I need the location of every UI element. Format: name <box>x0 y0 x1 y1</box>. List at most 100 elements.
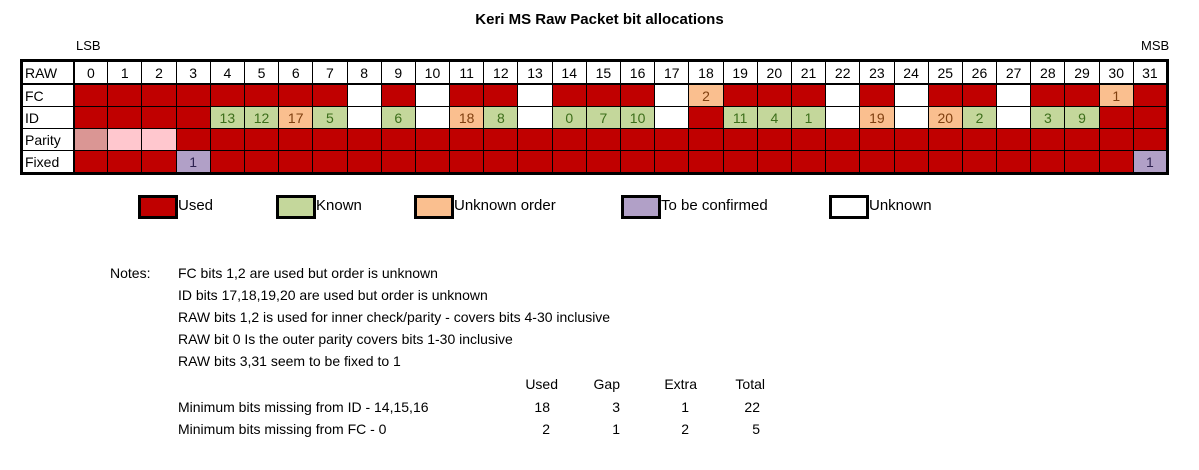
note-line: ID bits 17,18,19,20 are used but order i… <box>178 287 488 303</box>
bit-cell <box>414 83 451 107</box>
bit-cell <box>825 106 861 129</box>
bit-cell <box>312 128 348 151</box>
bit-cell <box>278 150 314 174</box>
bit-cell: 2 <box>961 106 998 129</box>
bit-cell <box>483 128 519 151</box>
bit-cell <box>209 83 245 107</box>
bit-cell <box>141 106 177 129</box>
bit-cell <box>927 83 963 107</box>
bit-cell <box>654 128 690 151</box>
bit-cell <box>141 128 177 151</box>
bit-index-header: 24 <box>893 60 929 85</box>
bit-cell <box>483 150 519 174</box>
bit-index-header: 15 <box>585 60 622 85</box>
bit-cell <box>619 128 656 151</box>
bit-cell: 1 <box>790 106 827 129</box>
bit-cell <box>449 150 485 174</box>
bit-cell <box>688 128 724 151</box>
bit-cell <box>585 150 622 174</box>
bit-cell <box>1030 83 1066 107</box>
legend-used-label: Used <box>178 197 214 214</box>
bit-cell <box>107 106 143 129</box>
bit-cell <box>1132 83 1169 107</box>
bit-cell <box>346 128 382 151</box>
bit-cell <box>893 83 929 107</box>
bit-cell <box>893 106 929 129</box>
notes-label: Notes: <box>110 265 151 281</box>
table-row: Fixed 1 1 <box>21 150 1169 174</box>
bit-cell <box>346 150 382 174</box>
bit-cell: 1 <box>1098 83 1134 107</box>
note-line: FC bits 1,2 are used but order is unknow… <box>178 265 438 281</box>
bit-cell: 1 <box>175 150 211 174</box>
bit-cell <box>1064 150 1100 174</box>
bit-cell <box>790 128 827 151</box>
bit-cell <box>278 83 314 107</box>
bit-cell <box>722 83 758 107</box>
bit-index-header: 14 <box>551 60 587 85</box>
bit-cell <box>414 106 451 129</box>
bit-index-header: 5 <box>243 60 280 85</box>
bit-index-header: 7 <box>312 60 348 85</box>
bit-index-header: 1 <box>107 60 143 85</box>
bit-cell: 9 <box>1064 106 1100 129</box>
bit-cell <box>756 128 792 151</box>
bit-cell <box>72 106 109 129</box>
bit-cell <box>141 150 177 174</box>
bit-index-header: 26 <box>961 60 998 85</box>
bit-cell <box>756 83 792 107</box>
summary-gap: 3 <box>612 399 620 415</box>
bit-cell <box>380 83 416 107</box>
bit-cell <box>619 150 656 174</box>
bit-cell <box>209 128 245 151</box>
row-label: Parity <box>21 128 75 151</box>
bit-cell <box>175 128 211 151</box>
bit-index-header: 12 <box>483 60 519 85</box>
bit-cell <box>551 128 587 151</box>
bit-cell <box>1098 150 1134 174</box>
bit-cell <box>551 150 587 174</box>
note-line: RAW bits 3,31 seem to be fixed to 1 <box>178 353 401 369</box>
bit-cell <box>380 150 416 174</box>
bit-cell <box>175 106 211 129</box>
legend-used-swatch <box>138 195 178 219</box>
bit-cell <box>517 83 553 107</box>
bit-index-header: 31 <box>1132 60 1169 85</box>
note-line: RAW bits 1,2 is used for inner check/par… <box>178 309 611 325</box>
row-label: FC <box>21 83 75 107</box>
summary-header-used: Used <box>525 376 558 392</box>
summary-used: 18 <box>534 399 550 415</box>
bit-cell <box>996 150 1032 174</box>
bit-cell <box>517 106 553 129</box>
bit-cell: 17 <box>278 106 314 129</box>
summary-extra: 2 <box>681 421 689 437</box>
bit-cell <box>346 83 382 107</box>
row-label: ID <box>21 106 75 129</box>
bit-index-header: 16 <box>619 60 656 85</box>
table-row: ID 13 12 17 5 6 18 8 0 7 10 11 4 1 19 20 2 3 9 <box>21 106 1169 129</box>
bit-cell <box>961 83 998 107</box>
bit-index-header: 3 <box>175 60 211 85</box>
bit-cell <box>449 83 485 107</box>
bit-cell <box>927 128 963 151</box>
msb-label: MSB <box>1141 38 1170 53</box>
bit-cell: 12 <box>243 106 280 129</box>
bit-cell <box>756 150 792 174</box>
row-label: RAW <box>21 60 75 85</box>
bit-index-header: 9 <box>380 60 416 85</box>
bit-allocation-table: RAW 0 1 2 3 4 5 6 7 8 9 10 11 12 13 14 15 16 17 18 19 20 21 22 2… <box>20 59 1169 175</box>
bit-cell <box>927 150 963 174</box>
bit-cell <box>312 150 348 174</box>
row-label: Fixed <box>21 150 75 174</box>
bit-cell <box>825 83 861 107</box>
bit-index-header: 17 <box>654 60 690 85</box>
summary-used: 2 <box>542 421 550 437</box>
page-title: Keri MS Raw Packet bit allocations <box>475 11 724 28</box>
bit-cell <box>722 150 758 174</box>
bit-cell <box>72 83 109 107</box>
bit-index-header: 27 <box>996 60 1032 85</box>
bit-cell <box>996 83 1032 107</box>
bit-cell <box>585 128 622 151</box>
bit-index-header: 22 <box>825 60 861 85</box>
note-line: RAW bit 0 Is the outer parity covers bit… <box>178 331 513 347</box>
